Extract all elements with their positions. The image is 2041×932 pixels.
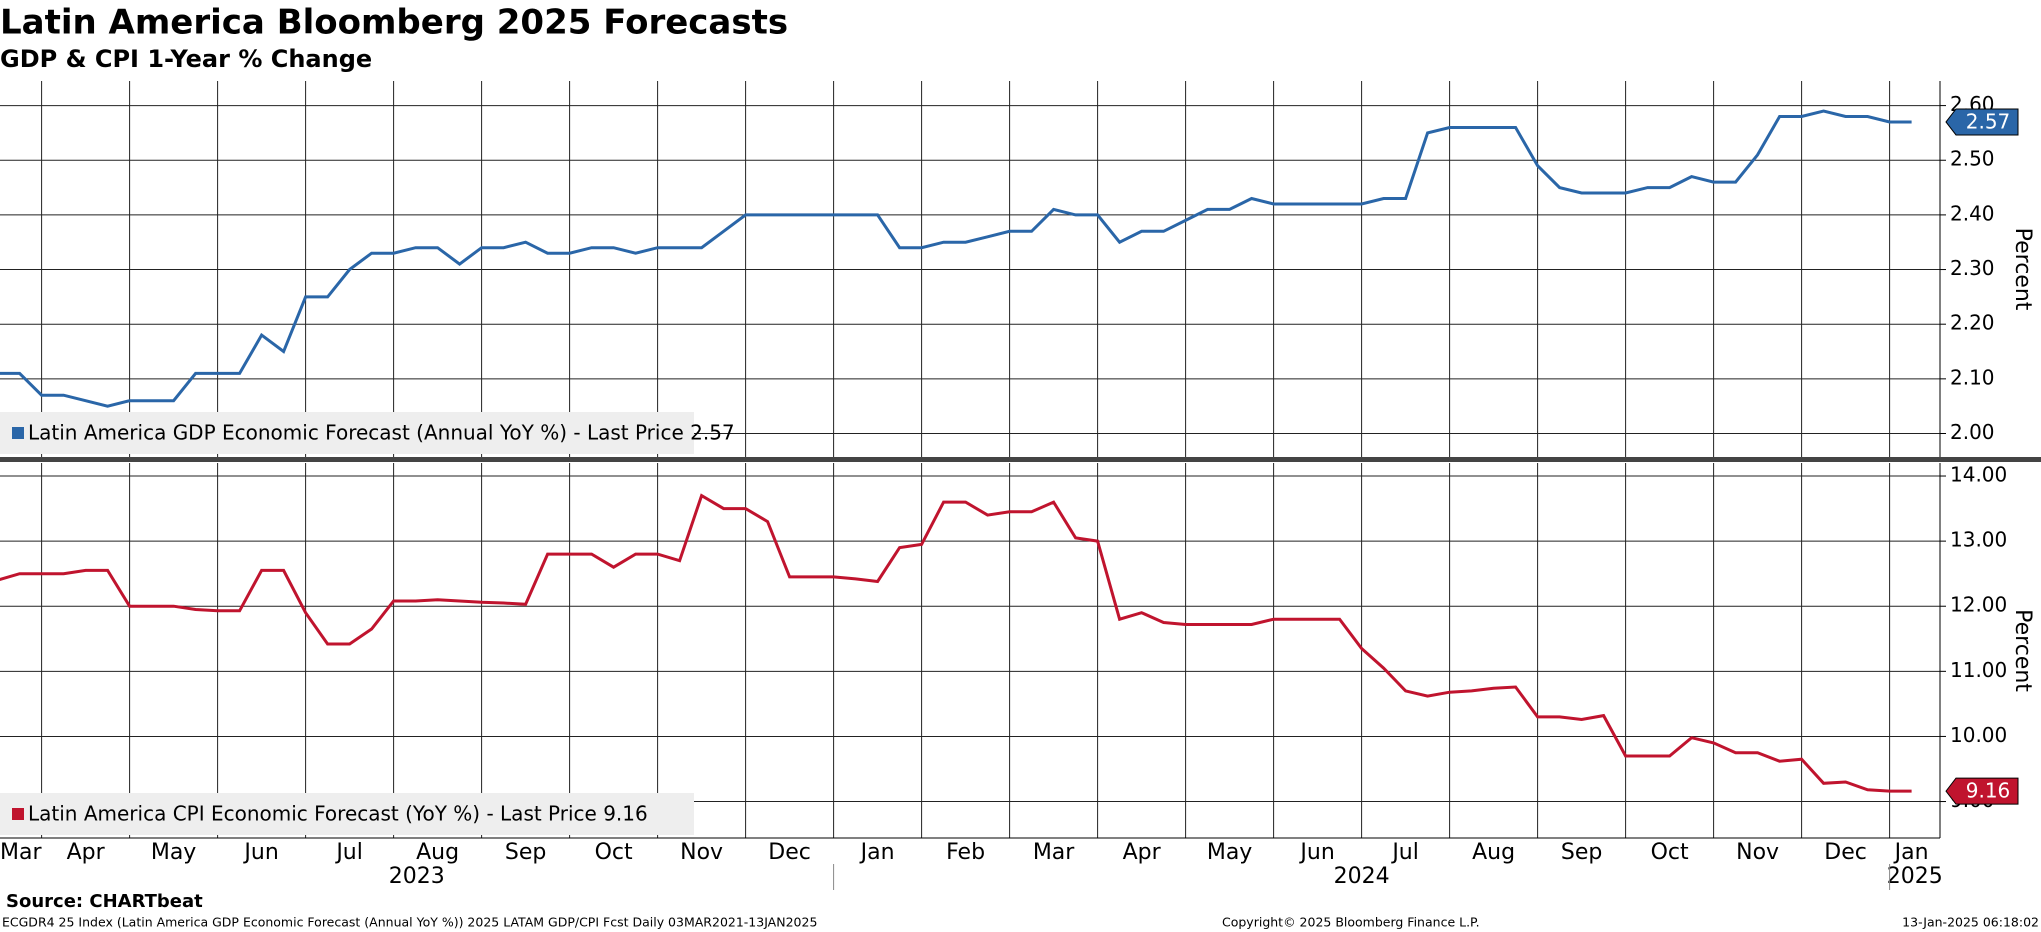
x-tick-label: Mar xyxy=(1033,840,1075,865)
last-value-tag xyxy=(1945,108,2019,136)
x-tick-label: Aug xyxy=(1472,840,1515,865)
y-tick-label: 10.00 xyxy=(1950,723,2007,747)
x-tick-label: Mar xyxy=(0,840,42,865)
last-value-label: 9.16 xyxy=(1966,779,2011,803)
x-tick-label: Nov xyxy=(1736,840,1779,865)
last-value-tag xyxy=(1945,777,2019,805)
y-tick-label: 2.00 xyxy=(1950,420,1995,444)
legend-marker xyxy=(12,427,24,439)
legend-marker xyxy=(12,808,24,820)
x-tick-label: May xyxy=(151,840,196,865)
x-tick-label: Feb xyxy=(946,840,985,865)
x-tick-label: Jan xyxy=(859,840,895,865)
y-tick-label: 14.00 xyxy=(1950,463,2007,487)
year-label: 2024 xyxy=(1334,864,1390,889)
subtitle: GDP & CPI 1-Year % Change xyxy=(0,45,372,73)
x-tick-label: Oct xyxy=(595,840,633,865)
x-tick-label: Sep xyxy=(1561,840,1602,865)
y-tick-label: 11.00 xyxy=(1950,658,2007,682)
last-value-label: 2.57 xyxy=(1966,109,2011,133)
y-tick-label: 2.30 xyxy=(1950,256,1995,280)
x-tick-label: Oct xyxy=(1651,840,1689,865)
title: Latin America Bloomberg 2025 Forecasts xyxy=(0,3,788,43)
x-tick-label: Dec xyxy=(1824,840,1867,865)
y-tick-label: 2.10 xyxy=(1950,365,1995,389)
legend-label: Latin America GDP Economic Forecast (Ann… xyxy=(28,421,735,445)
footer-center: Copyright© 2025 Bloomberg Finance L.P. xyxy=(1222,915,1480,930)
footer-right: 13-Jan-2025 06:18:02 xyxy=(1902,915,2039,930)
y-tick-label: 2.50 xyxy=(1950,147,1995,171)
x-tick-label: Nov xyxy=(680,840,723,865)
series-line xyxy=(0,109,1912,408)
x-tick-label: Dec xyxy=(768,840,811,865)
y-tick-label: 12.00 xyxy=(1950,593,2007,617)
x-tick-label: Aug xyxy=(416,840,459,865)
x-tick-label: Apr xyxy=(67,840,106,865)
series-line xyxy=(0,493,1912,793)
x-tick-label: Jun xyxy=(242,840,278,865)
legend-label: Latin America CPI Economic Forecast (YoY… xyxy=(28,802,648,826)
year-label: 2025 xyxy=(1887,864,1943,889)
x-tick-label: Jun xyxy=(1298,840,1334,865)
y-axis-label: Percent xyxy=(2010,609,2035,692)
y-tick-label: 2.20 xyxy=(1950,311,1995,335)
y-axis-label: Percent xyxy=(2010,228,2035,311)
y-tick-label: 13.00 xyxy=(1950,528,2007,552)
x-tick-label: May xyxy=(1207,840,1252,865)
x-tick-label: Jul xyxy=(334,840,363,865)
x-tick-label: Jul xyxy=(1390,840,1419,865)
year-label: 2023 xyxy=(389,864,445,889)
legend-box xyxy=(0,793,694,835)
legend-box xyxy=(0,412,694,454)
footer-left: ECGDR4 25 Index (Latin America GDP Econo… xyxy=(2,915,817,930)
y-tick-label: 2.40 xyxy=(1950,201,1995,225)
x-tick-label: Jan xyxy=(1893,840,1929,865)
panel-separator xyxy=(0,457,2041,462)
x-tick-label: Sep xyxy=(505,840,546,865)
x-tick-label: Apr xyxy=(1123,840,1162,865)
source: Source: CHARTbeat xyxy=(6,891,203,912)
